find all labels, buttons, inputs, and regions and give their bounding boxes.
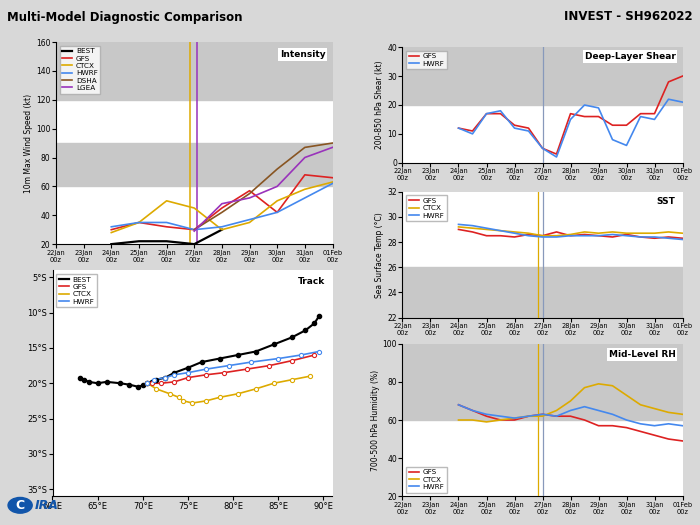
- Text: Intensity: Intensity: [280, 50, 326, 59]
- Y-axis label: 10m Max Wind Speed (kt): 10m Max Wind Speed (kt): [25, 93, 33, 193]
- Text: IRA: IRA: [34, 499, 58, 512]
- Y-axis label: 200-850 hPa Shear (kt): 200-850 hPa Shear (kt): [375, 61, 384, 149]
- Legend: GFS, HWRF: GFS, HWRF: [406, 51, 447, 69]
- Legend: BEST, GFS, CTCX, HWRF: BEST, GFS, CTCX, HWRF: [56, 274, 97, 307]
- Text: C: C: [15, 499, 24, 512]
- Text: Deep-Layer Shear: Deep-Layer Shear: [584, 52, 676, 61]
- Legend: GFS, CTCX, HWRF: GFS, CTCX, HWRF: [406, 467, 447, 492]
- Bar: [56, 42, 332, 100]
- Legend: GFS, CTCX, HWRF: GFS, CTCX, HWRF: [406, 195, 447, 221]
- Y-axis label: 700-500 hPa Humidity (%): 700-500 hPa Humidity (%): [371, 370, 379, 470]
- Y-axis label: Sea Surface Temp (°C): Sea Surface Temp (°C): [375, 212, 384, 298]
- Bar: [402, 47, 682, 105]
- Circle shape: [8, 498, 32, 513]
- Bar: [56, 143, 332, 186]
- Text: INVEST - SH962022: INVEST - SH962022: [564, 10, 693, 24]
- Bar: [402, 267, 682, 318]
- Legend: BEST, GFS, CTCX, HWRF, DSHA, LGEA: BEST, GFS, CTCX, HWRF, DSHA, LGEA: [60, 46, 100, 93]
- Text: Track: Track: [298, 277, 326, 286]
- Bar: [402, 344, 682, 420]
- Text: SST: SST: [657, 197, 675, 206]
- Text: Mid-Level RH: Mid-Level RH: [608, 350, 676, 359]
- Text: Multi-Model Diagnostic Comparison: Multi-Model Diagnostic Comparison: [7, 10, 242, 24]
